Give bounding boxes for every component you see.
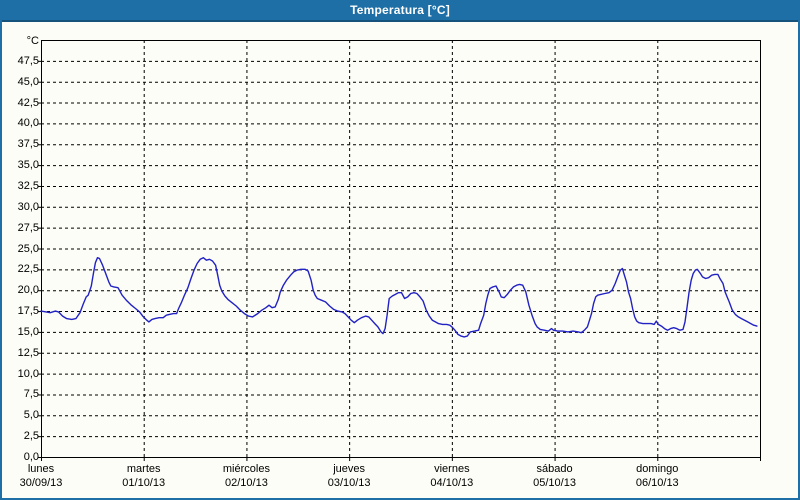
y-tick-label: 20,0 bbox=[17, 284, 39, 297]
x-day-date: 06/10/13 bbox=[635, 477, 679, 489]
y-tick-label: 5,0 bbox=[23, 409, 39, 422]
x-day-date: 30/09/13 bbox=[19, 477, 63, 489]
chart-title: Temperatura [°C] bbox=[350, 3, 450, 17]
y-tick-label: 25,0 bbox=[17, 242, 39, 255]
y-tick-label: 37,5 bbox=[17, 138, 39, 151]
y-tick-label: 15,0 bbox=[17, 325, 39, 338]
x-day-name: miércoles bbox=[222, 463, 270, 475]
x-day-name: jueves bbox=[333, 463, 366, 475]
y-tick-label: 22,5 bbox=[17, 263, 39, 276]
y-tick-label: 32,5 bbox=[17, 179, 39, 192]
x-day-date: 04/10/13 bbox=[430, 477, 474, 489]
x-day-name: lunes bbox=[27, 463, 55, 475]
x-day-date: 02/10/13 bbox=[225, 477, 268, 489]
x-day-name: domingo bbox=[636, 463, 679, 475]
y-tick-label: 17,5 bbox=[17, 305, 39, 318]
y-tick-label: 27,5 bbox=[17, 221, 39, 234]
y-tick-label: 12,5 bbox=[17, 346, 39, 359]
y-axis-unit-label: °C bbox=[26, 35, 39, 47]
x-day-name: martes bbox=[126, 463, 161, 475]
temperature-line-chart bbox=[38, 40, 761, 461]
y-tick-label: 45,0 bbox=[17, 75, 39, 88]
y-tick-label: 35,0 bbox=[17, 159, 39, 172]
x-day-date: 01/10/13 bbox=[122, 477, 166, 489]
x-day-date: 03/10/13 bbox=[327, 477, 371, 489]
series-temperatura bbox=[40, 256, 758, 338]
x-day-name: viernes bbox=[434, 463, 470, 475]
y-tick-label: 47,5 bbox=[17, 54, 39, 67]
chart-panel: °C 47,5 45,0 42,5 40,0 37,5 35,0 32,5 30,0 27,5 2… bbox=[2, 22, 798, 498]
y-tick-label: 40,0 bbox=[17, 117, 39, 130]
y-tick-label: 7,5 bbox=[23, 388, 39, 401]
y-tick-label: 2,5 bbox=[23, 430, 39, 443]
y-tick-label: 10,0 bbox=[17, 367, 39, 380]
x-day-name: sábado bbox=[536, 463, 573, 475]
x-day-date: 05/10/13 bbox=[533, 477, 576, 489]
y-tick-label: 42,5 bbox=[17, 96, 39, 109]
title-bar[interactable]: Temperatura [°C] bbox=[2, 2, 798, 22]
y-tick-label: 30,0 bbox=[17, 200, 39, 213]
y-tick-label: 0,0 bbox=[23, 451, 39, 463]
